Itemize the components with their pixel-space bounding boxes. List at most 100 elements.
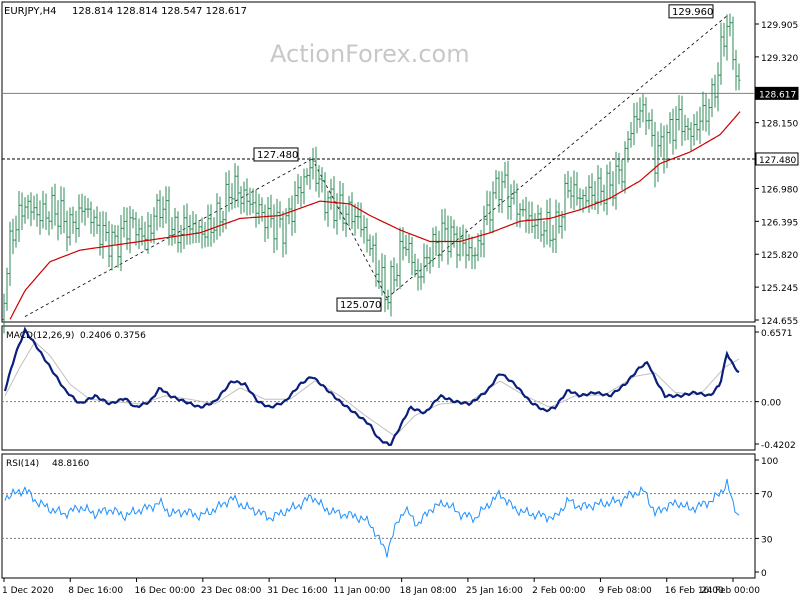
- price-bar: [119, 215, 123, 272]
- price-bar: [248, 187, 252, 216]
- price-annotation: 129.960: [668, 4, 714, 19]
- price-bar: [197, 220, 201, 243]
- price-bar: [158, 190, 162, 228]
- svg-text:129.960: 129.960: [672, 7, 713, 18]
- price-bar: [2, 293, 6, 334]
- price-bar: [506, 160, 510, 220]
- price-bar: [89, 201, 93, 234]
- price-bar: [269, 194, 273, 228]
- price-bar: [668, 112, 672, 144]
- price-bar: [56, 200, 60, 241]
- price-bar: [416, 258, 420, 291]
- price-bar: [620, 159, 624, 191]
- price-bar: [359, 202, 363, 238]
- price-bar: [206, 204, 210, 247]
- price-bar: [404, 234, 408, 257]
- price-bar: [92, 209, 96, 237]
- price-bar: [398, 227, 402, 290]
- watermark: ActionForex.com: [270, 40, 470, 68]
- price-bar: [599, 167, 603, 206]
- rsi-tick-label: 70: [761, 491, 773, 501]
- time-tick-label: 11 Jan 00:00: [333, 586, 390, 596]
- price-bar: [347, 195, 351, 227]
- price-bar: [377, 260, 381, 289]
- price-bar: [293, 181, 297, 234]
- price-bar: [218, 196, 222, 237]
- price-bar: [497, 171, 501, 213]
- price-bar: [116, 225, 120, 268]
- price-bar: [449, 216, 453, 258]
- price-bar: [173, 207, 177, 244]
- price-bar: [302, 168, 306, 205]
- price-bar: [452, 219, 456, 248]
- price-bar: [296, 173, 300, 204]
- price-bar: [605, 164, 609, 216]
- price-bar: [410, 236, 414, 276]
- price-bar: [176, 211, 180, 253]
- rsi-tick-label: 100: [761, 457, 778, 467]
- price-tick-label: 124.655: [761, 317, 798, 327]
- price-bar: [74, 210, 78, 243]
- price-bar: [545, 199, 549, 245]
- price-tick-label: 125.245: [761, 284, 798, 294]
- price-bar: [278, 201, 282, 228]
- rsi-value: 48.8160: [52, 459, 89, 469]
- time-tick-label: 16 Dec 00:00: [135, 586, 196, 596]
- price-bar: [122, 206, 126, 238]
- price-tick-label: 129.905: [761, 21, 798, 31]
- price-bar: [617, 152, 621, 185]
- price-bar: [245, 178, 249, 216]
- price-bar: [68, 207, 72, 246]
- price-bar: [596, 165, 600, 215]
- price-bar: [458, 226, 462, 261]
- price-bar: [407, 233, 411, 264]
- price-bar: [722, 22, 726, 57]
- price-bar: [209, 204, 213, 247]
- price-bar: [470, 236, 474, 269]
- price-bar: [659, 123, 663, 157]
- price-bar: [155, 193, 159, 231]
- price-tick-label: 128.150: [761, 120, 798, 130]
- price-bar: [284, 208, 288, 255]
- axis-labels: 1 Dec 2020 8 Dec 16:00 16 Dec 00:00 23 Dec …: [2, 578, 760, 596]
- price-bar: [680, 95, 684, 146]
- macd-tick-label: 0.00: [761, 399, 781, 409]
- price-bar: [527, 201, 531, 234]
- price-bar: [170, 217, 174, 246]
- price-bar: [365, 218, 369, 253]
- price-bar: [317, 165, 321, 198]
- price-bar: [440, 209, 444, 262]
- price-bar: [251, 188, 255, 214]
- price-bar: [263, 204, 267, 242]
- time-tick-label: 23 Dec 08:00: [201, 586, 262, 596]
- price-bar: [98, 211, 102, 256]
- price-bar: [146, 212, 150, 254]
- price-bar: [140, 215, 144, 246]
- price-bar: [290, 195, 294, 236]
- price-bar: [164, 186, 168, 224]
- price-bar: [203, 221, 207, 248]
- price-bar: [53, 183, 57, 226]
- trendline-2: [386, 15, 728, 299]
- price-bar: [632, 102, 636, 146]
- time-tick-label: 16 Feb 16:00: [665, 586, 724, 596]
- price-tick-label: 129.320: [761, 54, 798, 64]
- macd-main-line: [3, 326, 740, 447]
- price-frame: [1, 1, 756, 323]
- price-bar: [272, 204, 276, 254]
- price-bar: [473, 247, 477, 270]
- time-tick-label: 1 Dec 2020: [2, 586, 54, 596]
- price-bar: [590, 173, 594, 210]
- price-bar: [554, 199, 558, 254]
- price-bar: [344, 205, 348, 238]
- price-bar: [299, 176, 303, 207]
- time-tick-label: 8 Dec 16:00: [68, 586, 123, 596]
- price-bar: [719, 22, 723, 85]
- price-bar: [530, 201, 534, 234]
- price-bar: [5, 267, 9, 311]
- price-bar: [644, 97, 648, 135]
- price-annotation: 127.480: [253, 147, 299, 162]
- price-bar: [443, 208, 447, 243]
- price-bar: [611, 171, 615, 207]
- price-bar: [257, 193, 261, 225]
